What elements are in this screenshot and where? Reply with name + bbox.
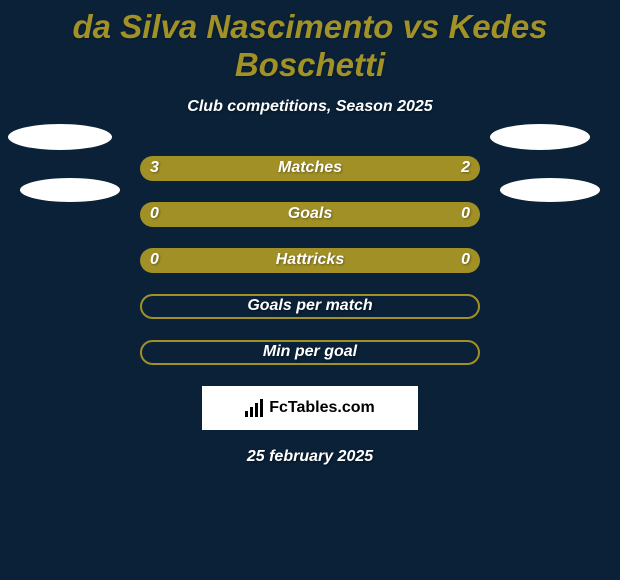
player-photo-placeholder: [8, 124, 112, 150]
stat-row: 00Hattricks: [0, 248, 620, 273]
stat-row: 00Goals: [0, 202, 620, 227]
stat-label: Goals per match: [140, 297, 480, 315]
subtitle: Club competitions, Season 2025: [0, 98, 620, 116]
comparison-infographic: da Silva Nascimento vs Kedes Boschetti C…: [0, 0, 620, 580]
chart-icon: [245, 399, 263, 417]
stat-label: Min per goal: [140, 343, 480, 361]
source-badge: FcTables.com: [202, 386, 418, 430]
player-photo-placeholder: [500, 178, 600, 202]
stat-row: 32Matches: [0, 156, 620, 181]
date-text: 25 february 2025: [0, 448, 620, 466]
badge-text: FcTables.com: [269, 399, 375, 417]
page-title: da Silva Nascimento vs Kedes Boschetti: [0, 0, 620, 84]
stat-label: Hattricks: [140, 251, 480, 269]
stat-row: Goals per match: [0, 294, 620, 319]
stat-label: Goals: [140, 205, 480, 223]
stat-row: Min per goal: [0, 340, 620, 365]
player-photo-placeholder: [20, 178, 120, 202]
player-photo-placeholder: [490, 124, 590, 150]
stat-label: Matches: [140, 159, 480, 177]
